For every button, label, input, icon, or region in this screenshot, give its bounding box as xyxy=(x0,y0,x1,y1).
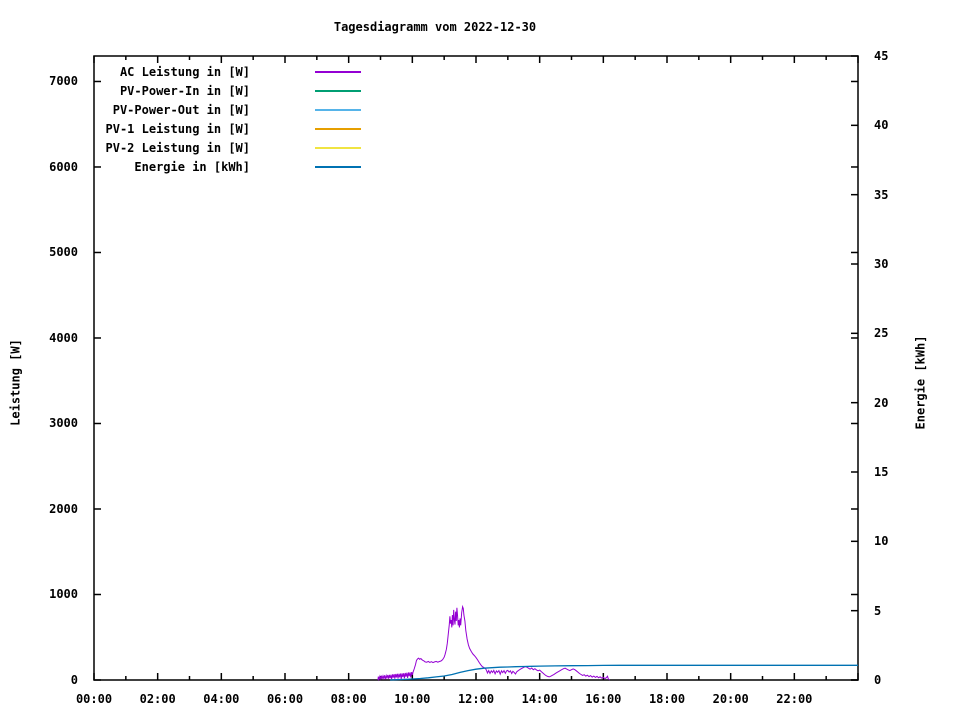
x-tick-label: 18:00 xyxy=(648,692,686,706)
legend-label: PV-2 Leistung in [W] xyxy=(105,141,251,155)
legend-line-swatch xyxy=(315,147,361,149)
y-left-tick-label: 2000 xyxy=(49,501,78,516)
series-line-ac-leistung-in-w- xyxy=(377,604,610,682)
y-left-tick-label: 6000 xyxy=(49,159,78,174)
legend-label: AC Leistung in [W] xyxy=(119,65,250,79)
legend-line-swatch xyxy=(315,128,361,130)
x-tick-label: 02:00 xyxy=(139,692,176,706)
y-right-tick-label: 5 xyxy=(874,603,882,618)
y-right-tick-label: 45 xyxy=(874,49,889,63)
legend-line-swatch xyxy=(315,71,361,73)
legend-line-swatch xyxy=(315,166,361,168)
legend-line-swatch xyxy=(315,90,361,92)
x-tick-label: 04:00 xyxy=(203,692,240,706)
x-tick-label: 16:00 xyxy=(585,692,622,706)
legend-line-swatch xyxy=(315,109,361,111)
x-tick-label: 08:00 xyxy=(330,692,367,706)
y-right-tick-label: 40 xyxy=(874,118,889,133)
x-tick-label: 14:00 xyxy=(521,692,558,706)
x-tick-label: 22:00 xyxy=(776,692,813,706)
y-right-tick-label: 25 xyxy=(874,326,889,341)
y-right-tick-label: 10 xyxy=(874,534,889,549)
x-tick-label: 10:00 xyxy=(394,692,431,706)
y-right-tick-label: 20 xyxy=(874,395,889,410)
x-tick-label: 00:00 xyxy=(75,692,113,706)
y-left-tick-label: 1000 xyxy=(49,587,78,602)
y-left-tick-label: 3000 xyxy=(49,416,78,431)
legend-label: Energie in [kWh] xyxy=(134,160,250,174)
y-left-tick-label: 0 xyxy=(70,673,78,687)
y-left-tick-label: 7000 xyxy=(49,74,78,89)
y-right-tick-label: 15 xyxy=(874,465,889,479)
x-tick-label: 20:00 xyxy=(712,692,749,706)
chart-title: Tagesdiagramm vom 2022-12-30 xyxy=(333,20,537,34)
y-left-tick-label: 4000 xyxy=(49,330,78,345)
legend-label: PV-Power-In in [W] xyxy=(119,84,250,98)
y-right-tick-label: 0 xyxy=(874,673,882,687)
legend-label: PV-1 Leistung in [W] xyxy=(105,122,251,136)
x-tick-label: 06:00 xyxy=(266,692,304,706)
y-left-tick-label: 5000 xyxy=(49,245,78,260)
y-right-tick-label: 35 xyxy=(874,187,889,202)
y-right-tick-label: 30 xyxy=(874,257,889,271)
x-tick-label: 12:00 xyxy=(457,692,495,706)
legend-label: PV-Power-Out in [W] xyxy=(112,103,250,117)
series-line-energie-in-kwh- xyxy=(390,664,858,681)
